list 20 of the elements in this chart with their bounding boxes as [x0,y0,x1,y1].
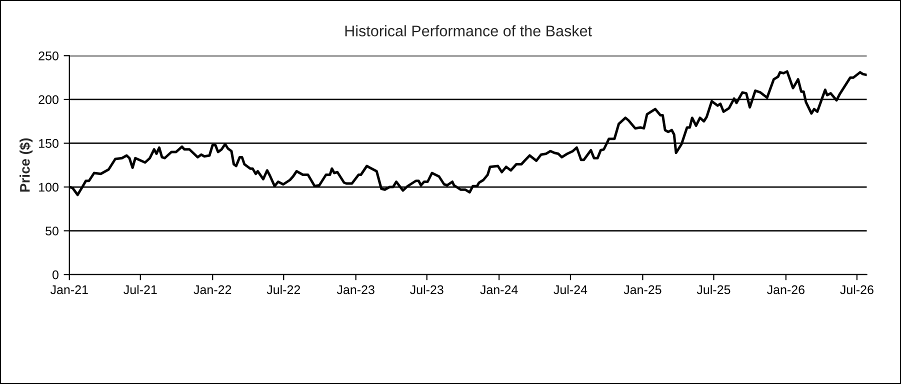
x-tick-label: Jul-24 [554,284,588,294]
x-tick-label: Jul-21 [124,284,157,294]
y-tick-label: 0 [52,270,58,280]
y-tick-label: 50 [46,226,58,236]
chart-title: Historical Performance of the Basket [345,25,592,36]
y-tick-label: 150 [39,139,58,148]
x-tick-label: Jan-26 [767,285,804,294]
y-axis-title: Price ($) [19,138,33,192]
x-tick-label: Jan-25 [624,285,662,294]
x-tick-label: Jul-22 [266,284,300,294]
x-tick-label: Jan-22 [194,285,232,294]
x-tick-label: Jul-23 [410,284,444,294]
y-tick-label: 250 [38,51,58,60]
y-tick-label: 200 [38,95,58,104]
x-tick-label: Jan-23 [336,285,374,294]
x-tick-label: Jan-21 [50,285,88,294]
x-tick-label: Jul-26 [840,284,874,294]
x-tick-label: Jan-24 [480,285,518,294]
y-tick-label: 100 [39,182,58,192]
x-tick-label: Jul-25 [696,284,730,294]
